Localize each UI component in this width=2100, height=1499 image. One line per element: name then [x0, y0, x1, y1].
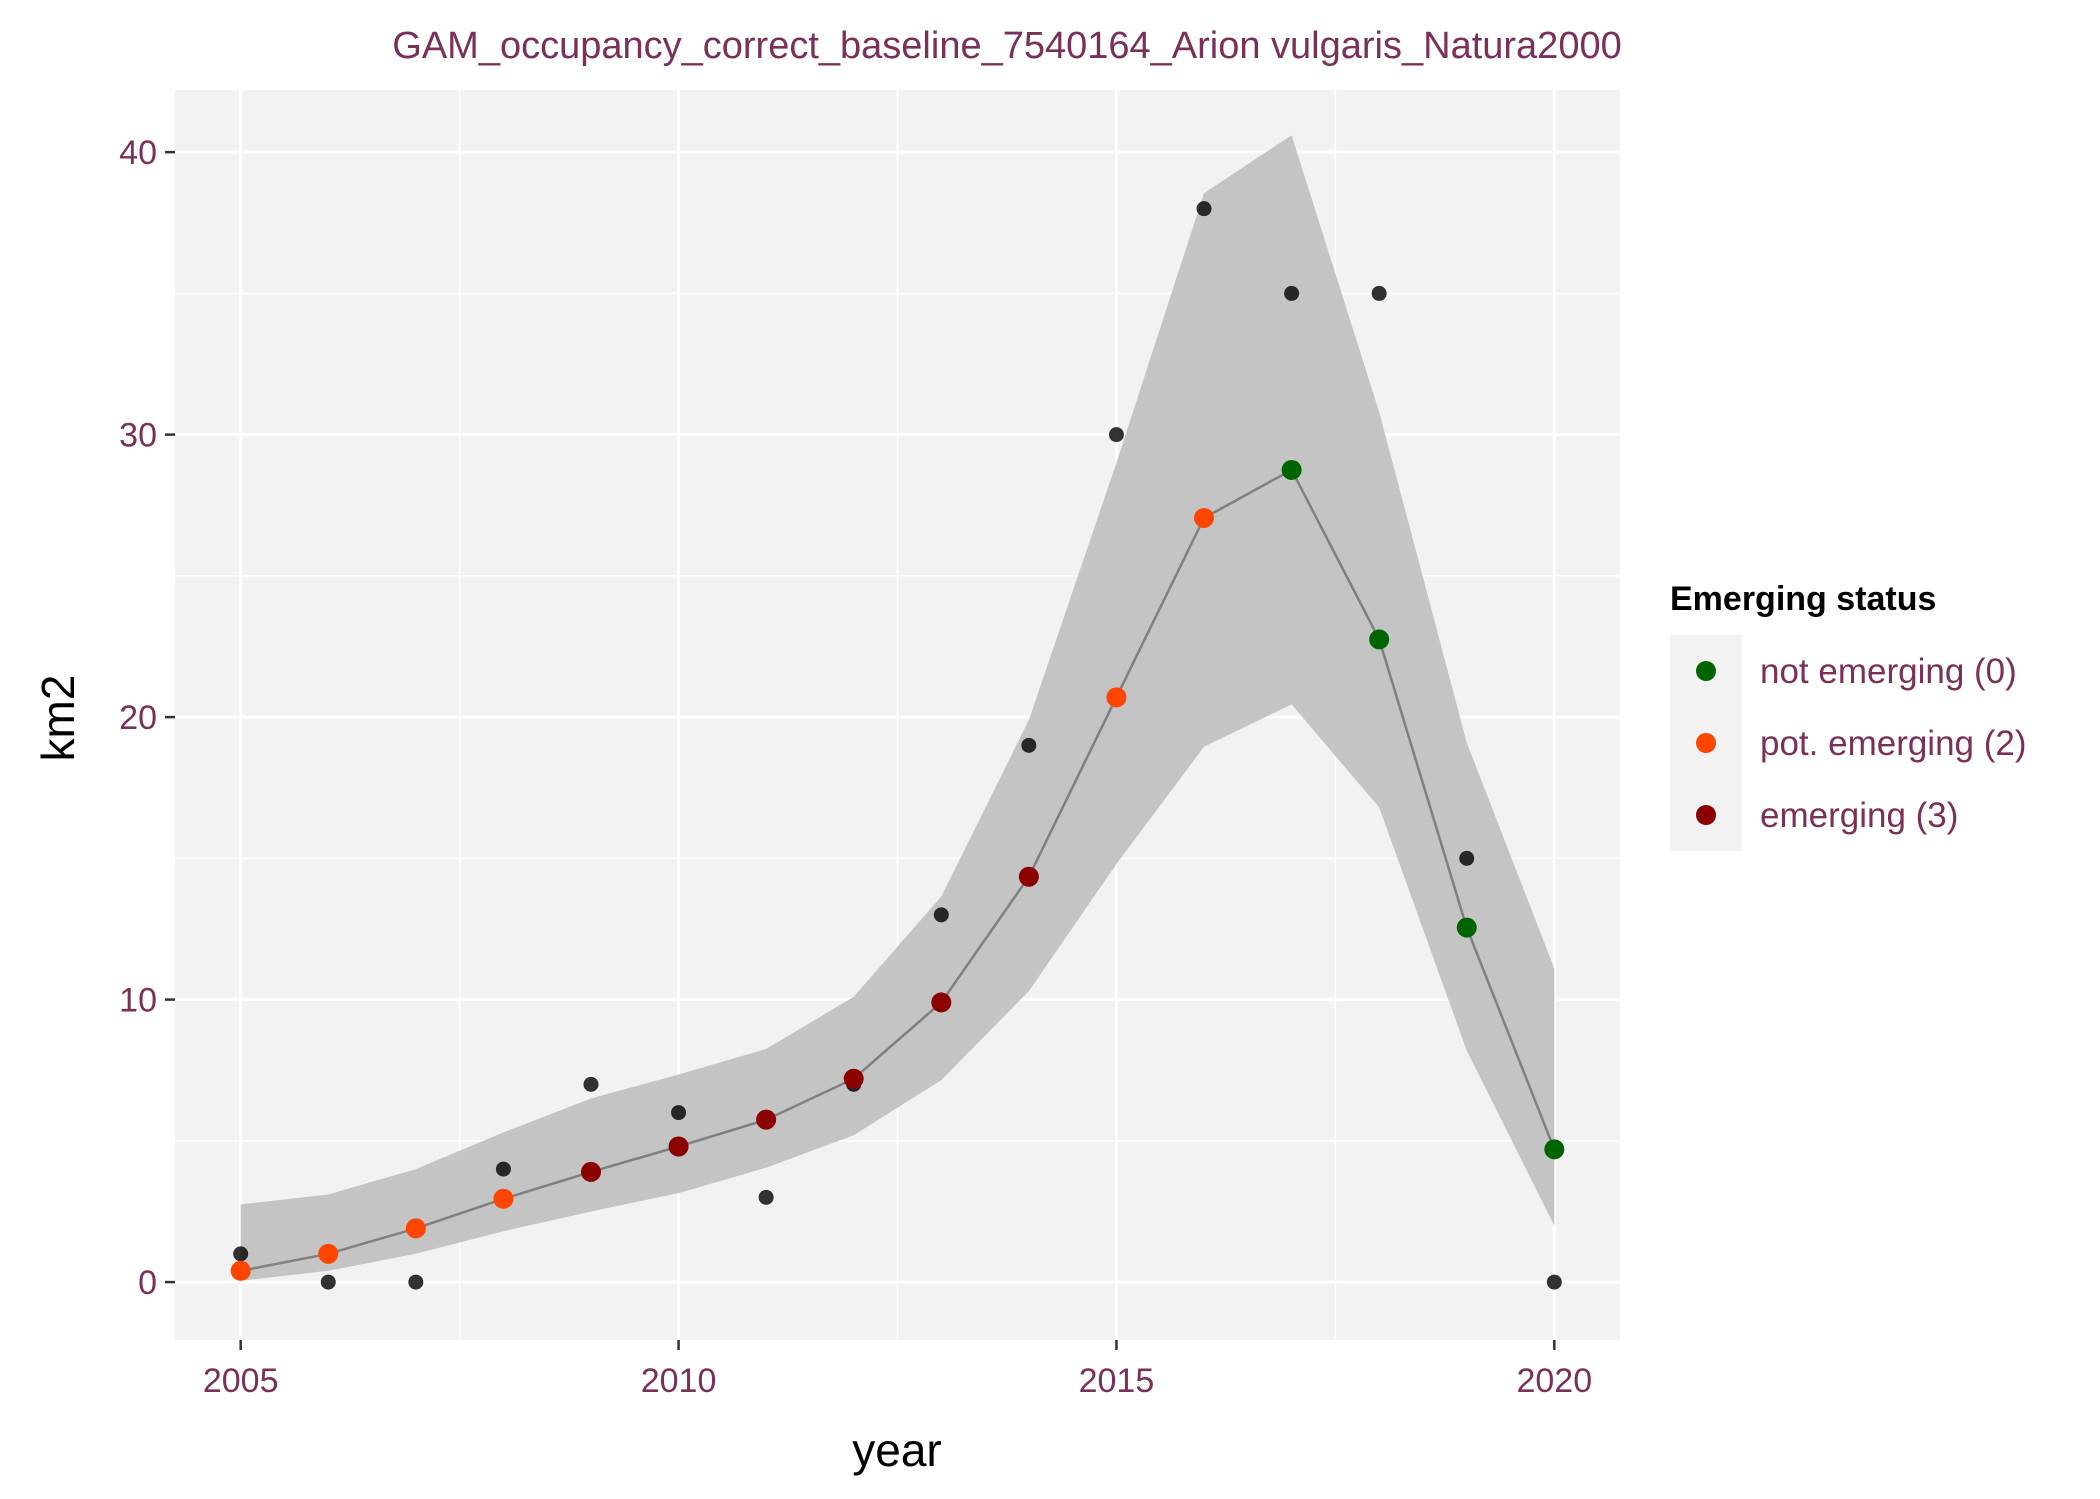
legend-label-0: not emerging (0)	[1760, 652, 2017, 691]
y-tick-label: 40	[119, 134, 157, 172]
observed-point	[1021, 737, 1037, 753]
fitted-point	[1194, 507, 1215, 528]
y-tick-label: 30	[119, 417, 157, 455]
observed-point	[233, 1246, 249, 1262]
observed-point	[320, 1274, 336, 1290]
observed-points	[233, 201, 1562, 1290]
observed-point	[1546, 1274, 1562, 1290]
x-axis-title: year	[852, 1424, 941, 1476]
axes: 2005 2010 2015 2020 0 10 20 30 40	[119, 134, 1592, 1400]
legend: Emerging status not emerging (0) pot. eme…	[1670, 580, 2027, 851]
fitted-point	[1456, 917, 1477, 938]
fitted-point	[1106, 687, 1127, 708]
x-tick-label: 2020	[1516, 1362, 1592, 1400]
fitted-point	[931, 992, 952, 1013]
fitted-point	[668, 1136, 689, 1157]
legend-key-3	[1696, 805, 1716, 825]
observed-point	[1371, 285, 1387, 301]
fitted-point	[230, 1260, 251, 1281]
fit-line-layer	[240, 468, 1556, 1273]
y-axis-title: km2	[32, 675, 84, 762]
fitted-point	[1018, 866, 1039, 887]
y-tick-label: 20	[119, 699, 157, 737]
fitted-point	[756, 1109, 777, 1130]
legend-items: not emerging (0) pot. emerging (2) emergin…	[1696, 652, 2027, 835]
observed-point	[758, 1189, 774, 1205]
observed-point	[933, 907, 949, 923]
fit-line	[240, 468, 1556, 1273]
observed-point	[408, 1274, 424, 1290]
fitted-point	[493, 1188, 514, 1209]
x-tick-label: 2010	[641, 1362, 717, 1400]
y-tick-label: 0	[138, 1264, 157, 1302]
observed-point	[495, 1161, 511, 1177]
y-tick-label: 10	[119, 982, 157, 1020]
x-tick-label: 2015	[1079, 1362, 1155, 1400]
fitted-point	[318, 1243, 339, 1264]
observed-point	[1284, 285, 1300, 301]
observed-point	[1196, 201, 1212, 217]
legend-key-0	[1696, 661, 1716, 681]
fitted-points	[230, 459, 1565, 1281]
x-tick-label: 2005	[203, 1362, 279, 1400]
fitted-point	[1281, 459, 1302, 480]
legend-title: Emerging status	[1670, 580, 1936, 618]
legend-label-3: emerging (3)	[1760, 796, 1958, 835]
legend-label-2: pot. emerging (2)	[1760, 724, 2027, 763]
legend-key-2	[1696, 733, 1716, 753]
observed-point	[1459, 850, 1475, 866]
confidence-band	[240, 135, 1555, 1281]
confidence-ribbon	[240, 135, 1555, 1281]
fitted-point	[1369, 629, 1390, 650]
fitted-point	[405, 1218, 426, 1239]
observed-point	[1108, 427, 1124, 443]
observed-point	[583, 1076, 599, 1092]
fitted-point	[580, 1161, 601, 1182]
fitted-point	[843, 1068, 864, 1089]
fitted-point	[1544, 1139, 1565, 1160]
observed-point	[671, 1105, 687, 1121]
chart-title: GAM_occupancy_correct_baseline_7540164_A…	[392, 25, 1621, 67]
